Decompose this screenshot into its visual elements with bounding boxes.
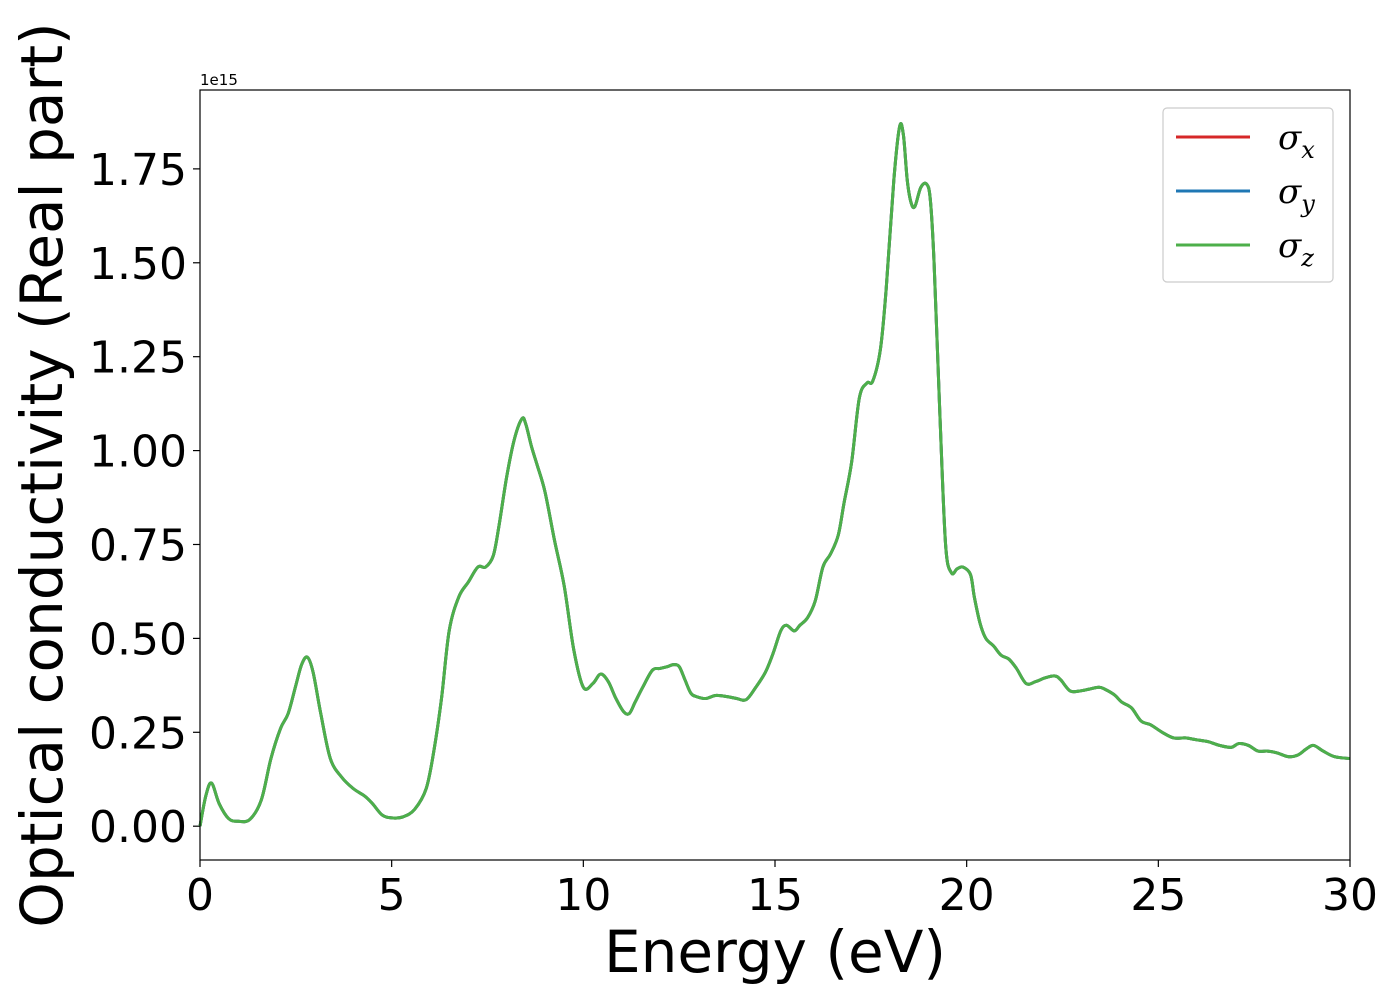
legend-label-y: σy — [1278, 172, 1315, 218]
x-tick-label: 25 — [1130, 870, 1186, 921]
y-tick-label: 1.00 — [89, 427, 187, 478]
y-offset-label: 1e15 — [200, 71, 238, 89]
x-tick-label: 5 — [378, 870, 406, 921]
legend-label-x: σx — [1278, 118, 1315, 164]
y-tick-label: 1.25 — [89, 333, 187, 384]
y-tick-label: 0.25 — [89, 708, 187, 759]
x-tick-label: 15 — [747, 870, 803, 921]
x-tick-label: 10 — [555, 870, 611, 921]
legend-label-z: σz — [1278, 226, 1314, 272]
y-tick-label: 0.75 — [89, 520, 187, 571]
legend-box — [1162, 107, 1334, 283]
series-line-z — [198, 122, 1351, 827]
series-lines — [198, 122, 1351, 827]
y-axis-label: Optical conductivity (Real part) — [8, 22, 76, 927]
y-tick-label: 0.00 — [89, 802, 187, 853]
y-tick-label: 1.75 — [89, 145, 187, 196]
y-tick-label: 0.50 — [89, 614, 187, 665]
x-tick-label: 30 — [1322, 870, 1378, 921]
y-tick-label: 1.50 — [89, 239, 187, 290]
plot-area-frame — [199, 89, 1351, 861]
x-axis-label: Energy (eV) — [604, 918, 946, 986]
legend: σx σy σz — [1162, 107, 1334, 283]
x-tick-label: 0 — [186, 870, 214, 921]
x-tick-label: 20 — [939, 870, 995, 921]
axis-ticks: 0 5 10 15 20 25 30 0.00 0.25 0.50 0.75 1.00 1.25 1.50… — [89, 145, 1378, 921]
